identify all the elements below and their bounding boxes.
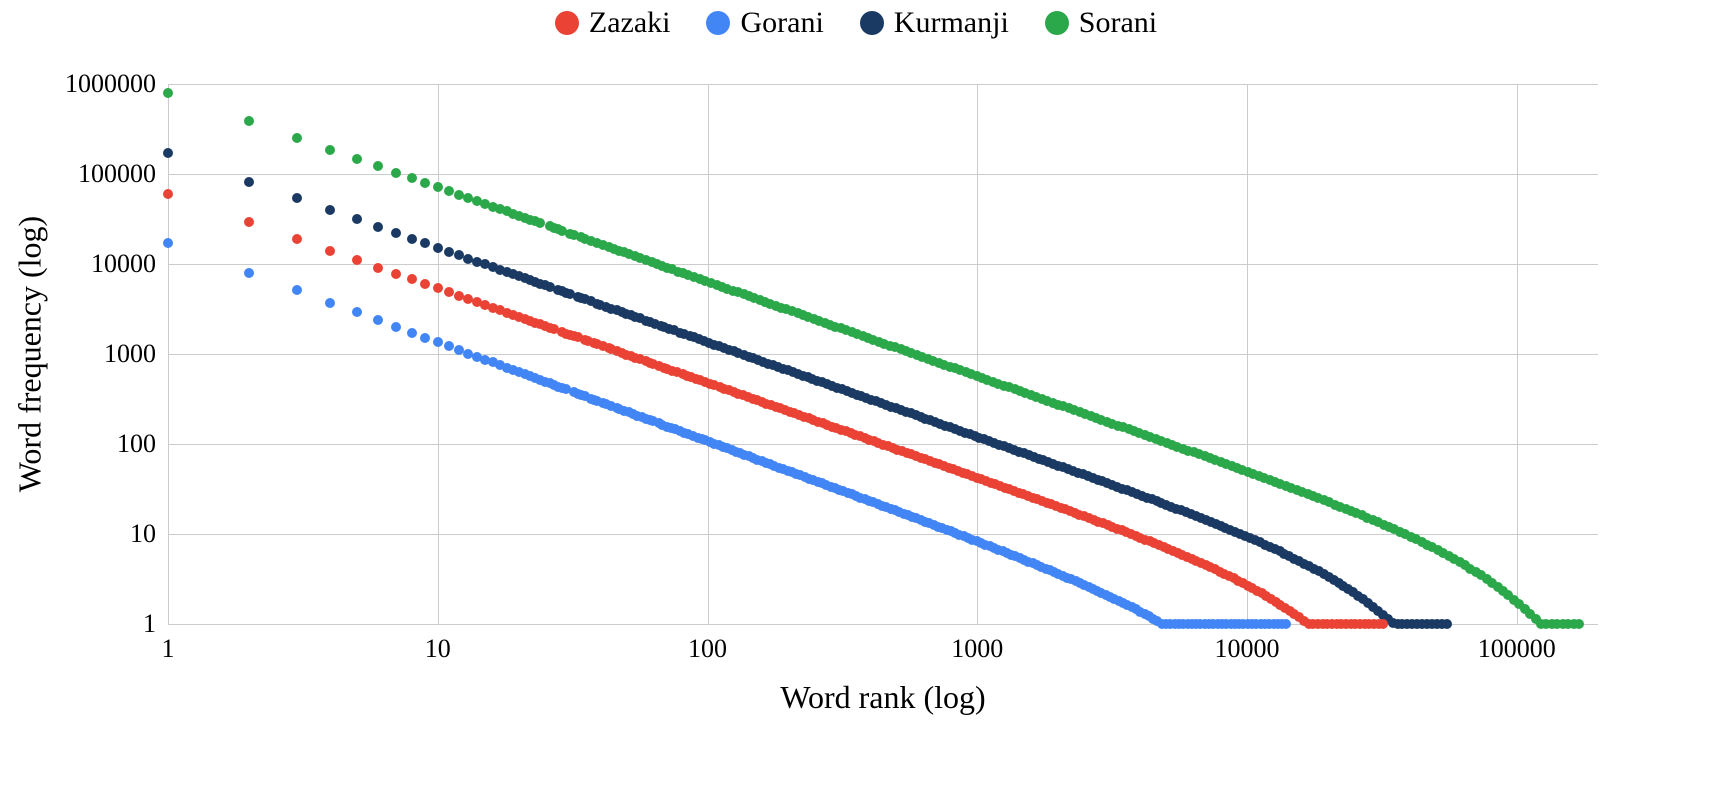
- y-tick-label: 1: [143, 609, 156, 639]
- data-point-kurmanji: [407, 234, 417, 244]
- legend-item-kurmanji: Kurmanji: [860, 6, 1009, 40]
- legend-item-gorani: Gorani: [706, 6, 823, 40]
- x-tick-label: 1000: [951, 634, 1003, 664]
- data-point-kurmanji: [373, 222, 383, 232]
- data-point-gorani: [444, 341, 454, 351]
- plot-area: [168, 84, 1598, 624]
- data-point-kurmanji: [244, 177, 254, 187]
- y-tick-label: 1000000: [65, 69, 156, 99]
- legend-item-zazaki: Zazaki: [555, 6, 671, 40]
- x-tick-label: 10000: [1215, 634, 1280, 664]
- data-point-gorani: [244, 268, 254, 278]
- data-point-kurmanji: [1442, 619, 1452, 629]
- y-gridline: [168, 534, 1598, 535]
- data-point-gorani: [325, 298, 335, 308]
- data-point-zazaki: [1378, 619, 1388, 629]
- data-point-gorani: [373, 315, 383, 325]
- x-tick-label: 100: [688, 634, 727, 664]
- data-point-zazaki: [163, 189, 173, 199]
- data-point-sorani: [433, 182, 443, 192]
- y-axis-title: Word frequency (log): [12, 216, 49, 492]
- data-point-sorani: [292, 133, 302, 143]
- legend-label-gorani: Gorani: [740, 6, 823, 40]
- y-gridline: [168, 174, 1598, 175]
- data-point-kurmanji: [391, 228, 401, 238]
- data-point-kurmanji: [420, 238, 430, 248]
- data-point-zazaki: [352, 255, 362, 265]
- data-point-sorani: [373, 161, 383, 171]
- legend-dot-sorani: [1045, 11, 1069, 35]
- data-point-sorani: [391, 168, 401, 178]
- data-point-gorani: [407, 328, 417, 338]
- legend-dot-kurmanji: [860, 11, 884, 35]
- data-point-zazaki: [244, 217, 254, 227]
- data-point-sorani: [325, 145, 335, 155]
- data-point-zazaki: [292, 234, 302, 244]
- data-point-gorani: [352, 307, 362, 317]
- data-point-gorani: [420, 333, 430, 343]
- x-tick-label: 100000: [1478, 634, 1556, 664]
- data-point-kurmanji: [325, 205, 335, 215]
- legend-label-kurmanji: Kurmanji: [894, 6, 1009, 40]
- data-point-zazaki: [373, 263, 383, 273]
- data-point-gorani: [433, 337, 443, 347]
- data-point-sorani: [352, 154, 362, 164]
- y-tick-label: 100000: [78, 159, 156, 189]
- data-point-zazaki: [433, 283, 443, 293]
- chart-container: { "chart": { "type": "scatter", "image_s…: [0, 0, 1712, 797]
- data-point-sorani: [1574, 619, 1584, 629]
- data-point-kurmanji: [163, 148, 173, 158]
- x-tick-label: 10: [425, 634, 451, 664]
- data-point-zazaki: [391, 269, 401, 279]
- data-point-zazaki: [407, 274, 417, 284]
- legend-dot-zazaki: [555, 11, 579, 35]
- data-point-kurmanji: [444, 247, 454, 257]
- y-tick-label: 1000: [104, 339, 156, 369]
- data-point-sorani: [420, 178, 430, 188]
- data-point-gorani: [163, 238, 173, 248]
- x-tick-label: 1: [162, 634, 175, 664]
- legend-item-sorani: Sorani: [1045, 6, 1157, 40]
- data-point-kurmanji: [352, 214, 362, 224]
- data-point-kurmanji: [433, 243, 443, 253]
- data-point-sorani: [444, 186, 454, 196]
- data-point-zazaki: [444, 287, 454, 297]
- x-axis-title: Word rank (log): [780, 679, 985, 716]
- legend-dot-gorani: [706, 11, 730, 35]
- legend-label-zazaki: Zazaki: [589, 6, 671, 40]
- y-tick-label: 100: [117, 429, 156, 459]
- legend: Zazaki Gorani Kurmanji Sorani: [0, 6, 1712, 40]
- data-point-sorani: [163, 88, 173, 98]
- data-point-sorani: [244, 116, 254, 126]
- y-tick-label: 10: [130, 519, 156, 549]
- data-point-gorani: [391, 322, 401, 332]
- y-tick-label: 10000: [91, 249, 156, 279]
- data-point-zazaki: [325, 246, 335, 256]
- y-gridline: [168, 354, 1598, 355]
- data-point-kurmanji: [292, 193, 302, 203]
- data-point-zazaki: [420, 279, 430, 289]
- data-point-sorani: [407, 173, 417, 183]
- y-gridline: [168, 84, 1598, 85]
- legend-label-sorani: Sorani: [1079, 6, 1157, 40]
- data-point-gorani: [1281, 619, 1291, 629]
- data-point-gorani: [292, 285, 302, 295]
